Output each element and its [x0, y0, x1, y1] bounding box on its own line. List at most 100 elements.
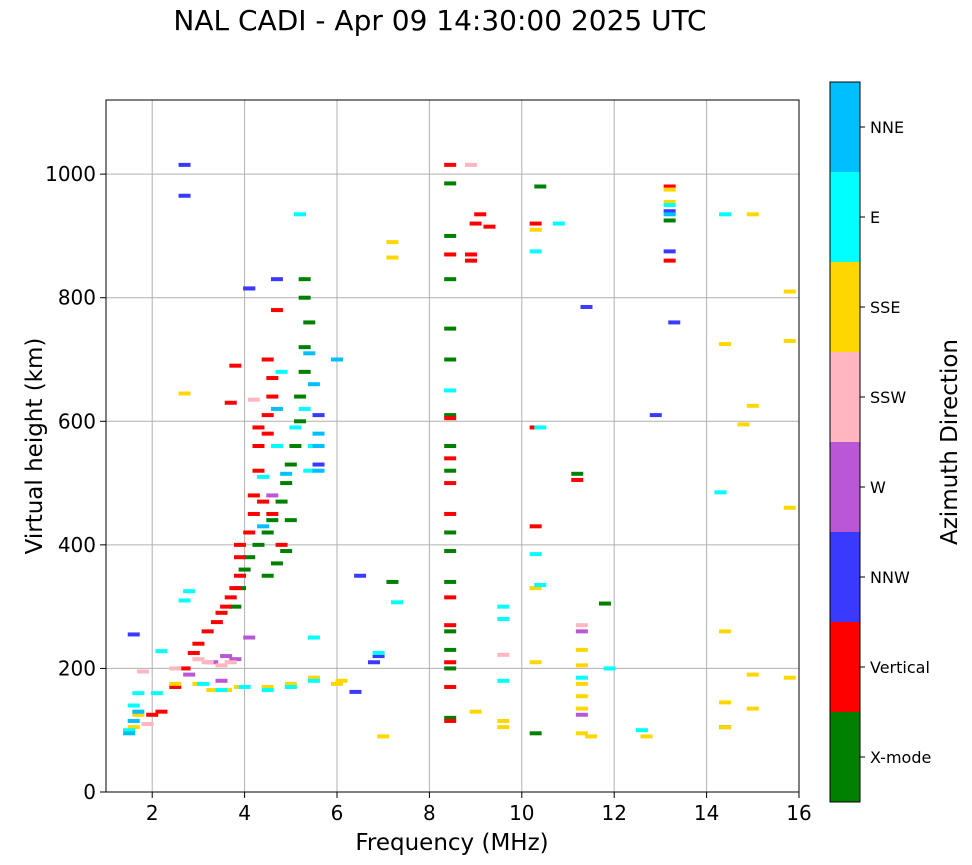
data-point-e	[307, 678, 320, 683]
data-point-sse	[737, 422, 750, 427]
data-point-vertical	[201, 629, 214, 634]
data-point-xmode	[280, 549, 293, 554]
data-point-e	[714, 490, 727, 495]
colorbar-tick-label: NNE	[870, 118, 904, 137]
colorbar-tick-label: NNW	[870, 568, 910, 587]
data-point-w	[215, 678, 228, 683]
data-point-sse	[284, 681, 297, 686]
data-point-sse	[529, 660, 542, 665]
data-point-ssw	[192, 657, 205, 662]
colorbar-segment	[830, 82, 860, 172]
data-point-xmode	[444, 579, 457, 584]
colorbar-frame	[829, 81, 861, 803]
data-point-xmode	[261, 530, 274, 535]
data-point-xmode	[294, 419, 307, 424]
data-point-xmode	[386, 579, 399, 584]
data-point-nne	[303, 351, 316, 356]
data-point-e	[197, 681, 210, 686]
data-point-vertical	[229, 363, 242, 368]
x-axis-label: Frequency (MHz)	[355, 830, 548, 856]
data-point-sse	[783, 505, 796, 510]
data-point-nne	[127, 718, 140, 723]
data-point-e	[497, 678, 510, 683]
data-point-xmode	[444, 233, 457, 238]
data-point-sse	[746, 403, 759, 408]
data-point-sse	[783, 289, 796, 294]
data-point-sse	[206, 688, 219, 693]
data-point-vertical	[252, 444, 265, 448]
data-point-xmode	[294, 394, 307, 399]
data-point-vertical	[444, 481, 457, 486]
colorbar-label: Azimuth Direction	[937, 339, 963, 545]
data-point-vertical	[224, 595, 237, 600]
data-point-sse	[575, 663, 588, 668]
data-point-xmode	[261, 573, 274, 578]
data-point-nnw	[349, 689, 362, 694]
data-point-vertical	[243, 530, 256, 535]
data-point-vertical	[261, 431, 274, 436]
data-point-sse	[497, 725, 510, 730]
data-point-xmode	[534, 184, 547, 189]
data-point-vertical	[464, 252, 477, 257]
data-point-sse	[575, 731, 588, 736]
data-point-xmode	[663, 218, 676, 223]
data-point-ssw	[464, 162, 477, 167]
data-point-e	[534, 583, 547, 588]
data-point-ssw	[141, 722, 154, 727]
colorbar-tick-label: E	[870, 208, 880, 227]
data-point-nnw	[367, 660, 380, 665]
data-point-vertical	[275, 542, 288, 547]
data-point-nne	[312, 431, 325, 436]
y-axis-label: Virtual height (km)	[22, 338, 48, 555]
data-point-xmode	[444, 277, 457, 282]
data-point-vertical	[233, 555, 246, 560]
data-point-xmode	[444, 530, 457, 535]
data-point-xmode	[444, 549, 457, 554]
data-point-xmode	[444, 715, 457, 720]
data-point-xmode	[298, 295, 311, 300]
data-point-xmode	[529, 731, 542, 736]
data-point-vertical	[483, 224, 496, 229]
data-point-nnw	[372, 654, 385, 659]
data-point-nne	[257, 524, 270, 529]
y-tick-label: 0	[83, 780, 96, 804]
y-tick-label: 1000	[45, 162, 96, 186]
data-point-xmode	[298, 345, 311, 350]
data-point-ssw	[136, 669, 149, 674]
data-point-w	[183, 672, 196, 677]
data-point-e	[183, 589, 196, 594]
chart-title: NAL CADI - Apr 09 14:30:00 2025 UTC	[173, 4, 707, 37]
data-point-vertical	[169, 684, 182, 689]
data-point-xmode	[298, 369, 311, 374]
data-point-e	[178, 598, 191, 603]
data-point-sse	[719, 700, 732, 705]
data-point-nne	[663, 212, 676, 217]
data-point-ssw	[215, 663, 228, 668]
data-point-ssw	[169, 666, 182, 671]
data-point-sse	[386, 240, 399, 245]
data-point-nne	[312, 468, 325, 473]
x-tick-label: 2	[146, 801, 159, 825]
data-point-sse	[783, 675, 796, 680]
data-point-vertical	[571, 477, 584, 482]
data-point-xmode	[444, 647, 457, 652]
data-point-vertical	[210, 620, 223, 625]
colorbar-tick-label: SSW	[870, 388, 906, 407]
y-tick-label: 400	[58, 533, 96, 557]
data-point-sse	[746, 212, 759, 217]
data-point-vertical	[224, 400, 237, 405]
data-point-vertical	[444, 660, 457, 665]
data-point-sse	[575, 694, 588, 699]
data-point-xmode	[284, 518, 297, 523]
y-tick-label: 600	[58, 409, 96, 433]
data-point-e	[270, 444, 283, 448]
data-point-vertical	[529, 221, 542, 226]
data-point-nne	[307, 382, 320, 387]
colorbar-segment	[830, 532, 860, 622]
data-point-vertical	[178, 666, 191, 671]
colorbar-tick-label: SSE	[870, 298, 900, 317]
data-point-xmode	[298, 277, 311, 282]
data-point-sse	[497, 718, 510, 723]
data-point-xmode	[444, 357, 457, 362]
data-point-xmode	[266, 518, 279, 523]
